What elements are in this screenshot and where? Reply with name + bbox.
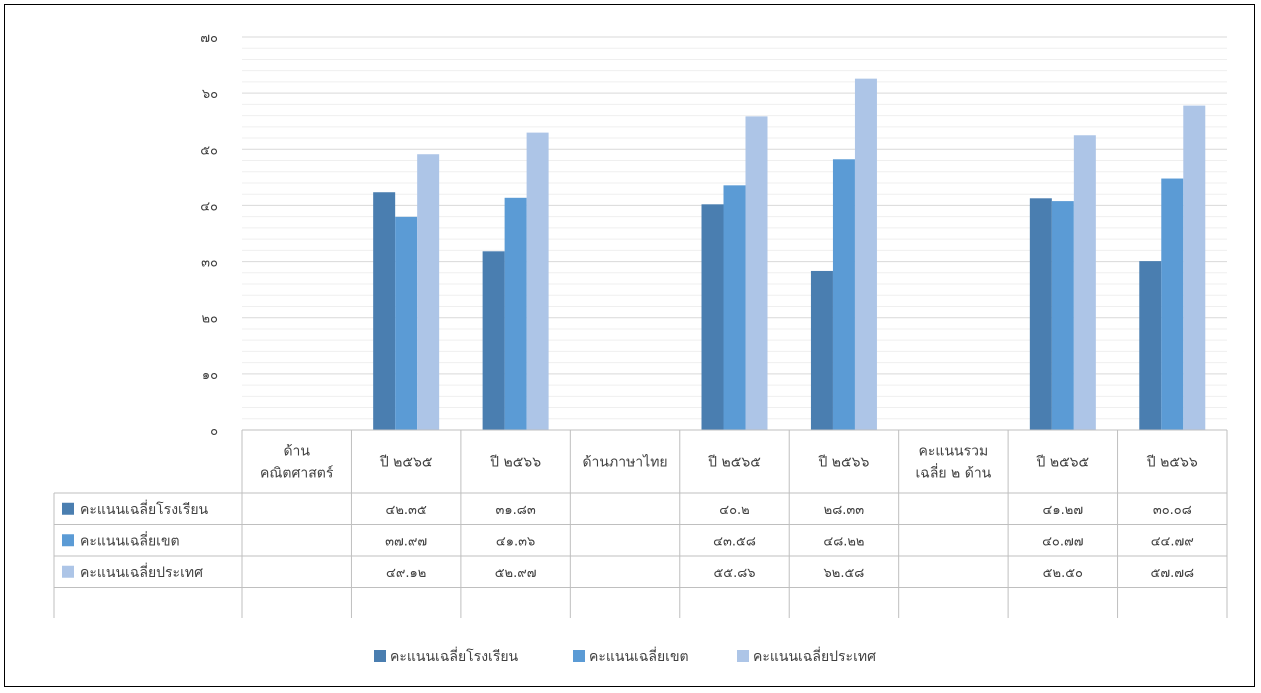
data-value-label: ๕๕.๘๖ [713,566,755,581]
legend-label: คะแนนเฉลี่ยประเทศ [753,647,876,665]
bar [723,185,746,430]
y-tick-label: ๓๐ [201,256,218,271]
y-tick-label: ๐ [210,424,218,439]
bar [395,216,418,430]
legend-label: คะแนนเฉลี่ยโรงเรียน [390,647,519,665]
bar [1073,135,1096,430]
data-value-label: ๔๐.๒ [719,503,749,518]
data-value-label: ๓๑.๘๓ [496,503,536,518]
bar [482,251,505,430]
data-value-label: ๔๘.๒๒ [823,534,864,549]
bar [526,132,549,431]
table-row-label: คะแนนเฉลี่ยประเทศ [80,563,203,581]
data-value-label: ๔๑.๓๖ [496,534,535,549]
legend-swatch [573,650,585,662]
bar [417,154,440,430]
x-category-label: ปี ๒๕๖๕ [708,455,761,471]
y-tick-label: ๕๐ [200,143,218,158]
data-value-label: ๒๘.๓๓ [824,503,865,518]
bar [1051,201,1074,430]
data-value-label: ๓๐.๐๘ [1153,503,1192,518]
data-value-label: ๔๑.๒๗ [1043,503,1084,518]
bar [745,116,768,431]
y-tick-label: ๔๐ [200,199,218,214]
y-tick-label: ๗๐ [200,31,218,46]
data-value-label: ๔๓.๕๘ [713,534,756,549]
data-value-label: ๕๒.๙๗ [495,566,537,581]
x-category-label: ปี ๒๕๖๕ [1036,455,1089,471]
bar [1029,198,1052,430]
legend-swatch [737,650,749,662]
table-row-label: คะแนนเฉลี่ยเขต [80,531,180,549]
x-category-label: คณิตศาสตร์ [260,465,334,482]
data-value-label: ๔๙.๑๒ [386,566,426,581]
table-key-swatch [62,565,74,578]
bar [504,197,527,430]
data-value-label: ๖๒.๕๘ [824,566,865,581]
bar [1139,261,1162,430]
data-value-label: ๔๒.๓๕ [386,503,427,518]
bar [701,204,724,430]
data-value-label: ๔๔.๗๙ [1151,534,1194,549]
legend-swatch [374,650,386,662]
data-value-label: ๕๒.๕๐ [1043,566,1083,581]
table-key-swatch [62,502,74,515]
bar [1183,105,1206,431]
x-category-label: ปี ๒๕๖๖ [818,455,870,471]
x-category-label: เฉลี่ย ๒ ด้าน [916,464,992,482]
x-category-label: ด้าน [283,444,310,460]
legend-label: คะแนนเฉลี่ยเขต [589,647,689,665]
x-category-label: ด้านภาษาไทย [582,454,667,471]
x-category-label: ปี ๒๕๖๖ [490,455,542,471]
y-tick-label: ๑๐ [202,368,218,383]
x-category-label: คะแนนรวม [919,444,989,460]
x-category-label: ปี ๒๕๖๕ [379,455,432,471]
bar [373,192,396,430]
x-category-label: ปี ๒๕๖๖ [1146,455,1198,471]
data-value-label: ๓๗.๙๗ [385,534,427,549]
bar [854,78,877,431]
bar [1161,178,1184,430]
data-value-label: ๔๐.๗๗ [1042,534,1083,549]
table-key-swatch [62,534,74,547]
bar [832,159,855,430]
data-value-label: ๕๗.๗๘ [1150,566,1194,581]
bar [810,270,833,430]
y-tick-label: ๖๐ [202,87,218,102]
table-row-label: คะแนนเฉลี่ยโรงเรียน [80,500,209,518]
y-tick-label: ๒๐ [201,312,218,327]
